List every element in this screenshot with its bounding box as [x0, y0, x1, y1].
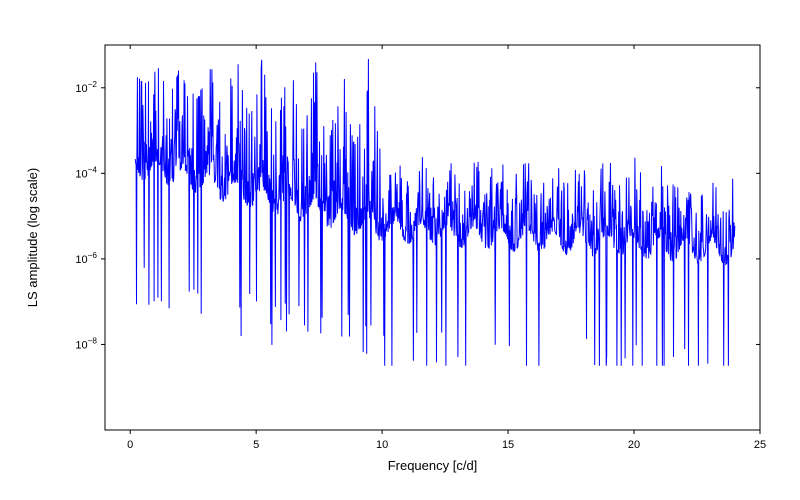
periodogram-chart: 051015202510−810−610−410−2Frequency [c/d… — [0, 0, 800, 500]
x-tick-label: 5 — [253, 439, 259, 451]
plot-svg: 051015202510−810−610−410−2Frequency [c/d… — [0, 0, 800, 500]
y-axis-label: LS amplitude (log scale) — [25, 168, 40, 307]
x-tick-label: 15 — [502, 439, 514, 451]
x-tick-label: 0 — [127, 439, 133, 451]
x-tick-label: 10 — [376, 439, 388, 451]
x-tick-label: 20 — [628, 439, 640, 451]
x-tick-label: 25 — [754, 439, 766, 451]
x-axis-label: Frequency [c/d] — [388, 458, 478, 473]
